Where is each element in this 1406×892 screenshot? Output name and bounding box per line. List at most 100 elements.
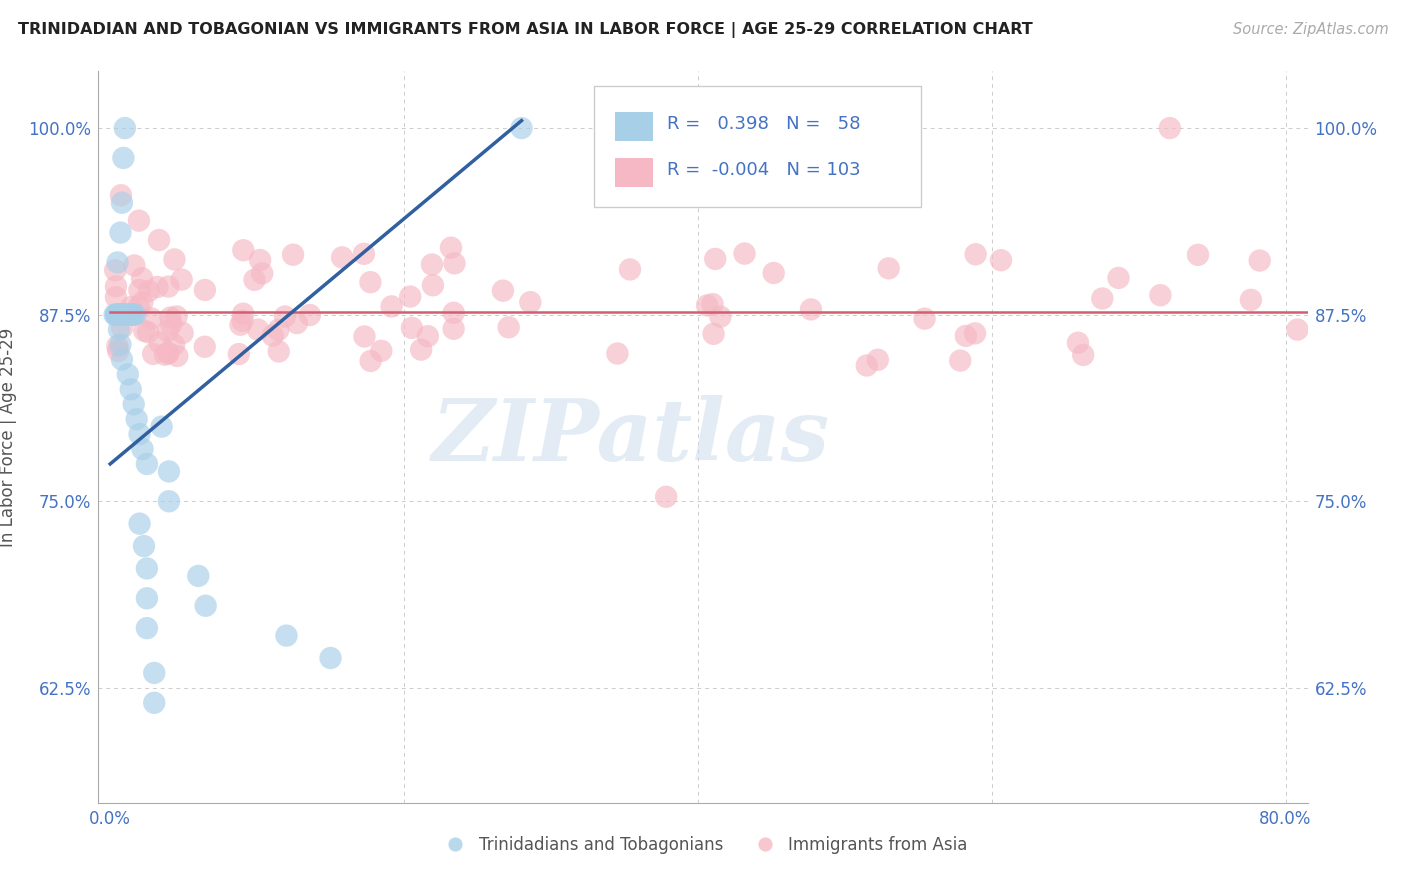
Point: [949, 353, 972, 368]
Point: [166, 310, 188, 324]
Text: R =   0.398   N =   58: R = 0.398 N = 58: [666, 115, 860, 133]
Point: [274, 310, 297, 324]
Point: [877, 261, 900, 276]
Y-axis label: In Labor Force | Age 25-29: In Labor Force | Age 25-29: [0, 327, 17, 547]
Point: [135, 561, 157, 575]
Point: [121, 308, 143, 322]
Point: [1286, 323, 1309, 337]
Point: [411, 343, 433, 357]
Point: [122, 397, 145, 411]
Point: [990, 253, 1012, 268]
Point: [232, 307, 254, 321]
Point: [128, 300, 150, 314]
Point: [443, 306, 465, 320]
Point: [229, 318, 252, 332]
Point: [440, 241, 463, 255]
Point: [800, 302, 823, 317]
Point: [157, 346, 180, 360]
Point: [104, 279, 127, 293]
Point: [655, 490, 678, 504]
Point: [359, 275, 381, 289]
Point: [232, 244, 254, 258]
Point: [247, 323, 270, 337]
Point: [114, 308, 136, 322]
Point: [148, 335, 170, 350]
Point: [163, 252, 186, 267]
Point: [131, 295, 153, 310]
Point: [267, 344, 290, 359]
Point: [131, 271, 153, 285]
Point: [107, 339, 129, 353]
Point: [135, 591, 157, 606]
Point: [136, 325, 159, 339]
Point: [249, 253, 271, 268]
Point: [128, 427, 150, 442]
Point: [111, 321, 134, 335]
Point: [401, 321, 423, 335]
Point: [120, 382, 142, 396]
Point: [110, 188, 132, 202]
Point: [194, 283, 217, 297]
Point: [231, 314, 253, 328]
Point: [156, 324, 179, 338]
Point: [157, 346, 180, 360]
Point: [131, 442, 153, 456]
Point: [1071, 348, 1094, 362]
Point: [103, 308, 125, 322]
Point: [118, 308, 141, 322]
Point: [128, 516, 150, 531]
Point: [117, 308, 139, 322]
Point: [110, 308, 132, 322]
Point: [111, 308, 134, 322]
Point: [107, 308, 129, 322]
Legend: Trinidadians and Tobagonians, Immigrants from Asia: Trinidadians and Tobagonians, Immigrants…: [432, 829, 974, 860]
Point: [128, 283, 150, 297]
Point: [142, 347, 165, 361]
Point: [709, 310, 731, 324]
Point: [703, 326, 725, 341]
Point: [172, 326, 194, 340]
Point: [1108, 271, 1130, 285]
Point: [104, 263, 127, 277]
Point: [855, 359, 877, 373]
Point: [141, 311, 163, 326]
Text: R =  -0.004   N = 103: R = -0.004 N = 103: [666, 161, 860, 179]
Text: TRINIDADIAN AND TOBAGONIAN VS IMMIGRANTS FROM ASIA IN LABOR FORCE | AGE 25-29 CO: TRINIDADIAN AND TOBAGONIAN VS IMMIGRANTS…: [18, 22, 1033, 38]
Point: [117, 308, 139, 322]
Point: [120, 300, 142, 314]
Point: [111, 352, 134, 367]
Point: [122, 308, 145, 322]
Point: [107, 255, 129, 269]
Point: [399, 289, 422, 303]
Point: [704, 252, 727, 266]
Point: [619, 262, 641, 277]
Point: [115, 308, 138, 322]
Point: [298, 308, 321, 322]
Point: [108, 308, 131, 322]
Point: [281, 248, 304, 262]
Point: [125, 412, 148, 426]
Point: [112, 308, 135, 322]
Point: [734, 246, 756, 260]
Point: [1159, 121, 1181, 136]
Point: [492, 284, 515, 298]
Point: [105, 308, 128, 322]
Point: [120, 308, 142, 322]
FancyBboxPatch shape: [595, 86, 921, 207]
Point: [187, 569, 209, 583]
Point: [107, 343, 129, 358]
FancyBboxPatch shape: [614, 158, 654, 187]
Point: [519, 295, 541, 310]
Point: [1187, 248, 1209, 262]
Point: [194, 599, 217, 613]
Point: [866, 352, 889, 367]
Point: [138, 284, 160, 298]
Point: [114, 121, 136, 136]
Point: [955, 329, 977, 343]
Point: [267, 323, 290, 337]
Point: [157, 494, 180, 508]
Point: [110, 308, 132, 322]
Point: [422, 278, 444, 293]
Point: [330, 251, 353, 265]
Point: [443, 322, 465, 336]
